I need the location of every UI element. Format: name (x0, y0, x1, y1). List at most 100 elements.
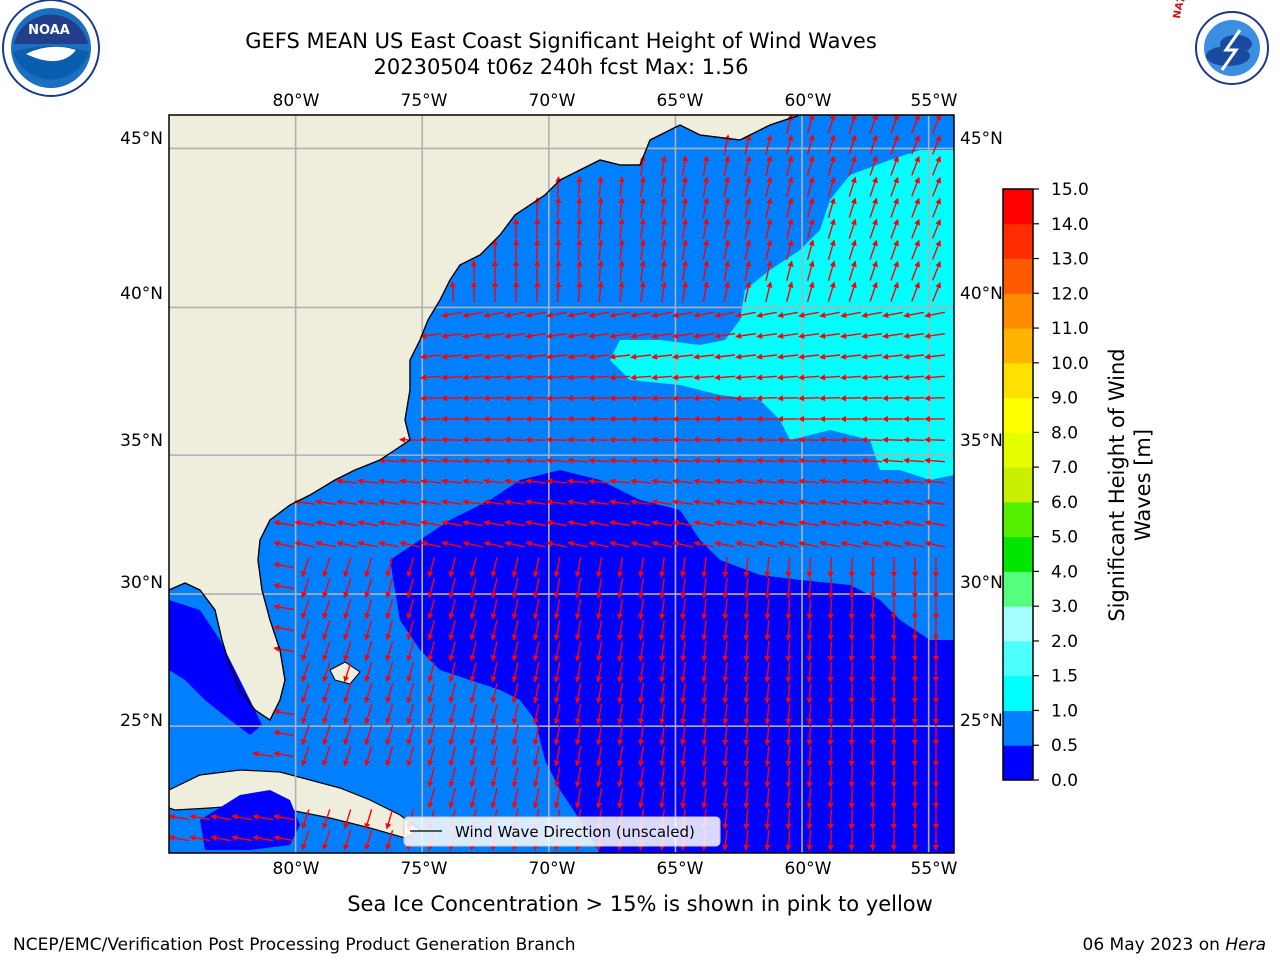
wind-wave-arrowhead (273, 519, 280, 526)
wind-wave-arrow (527, 480, 547, 484)
wind-wave-arrowhead (735, 374, 742, 381)
wind-wave-arrowhead (231, 814, 238, 820)
wind-wave-arrowhead (735, 395, 742, 402)
wind-wave-arrowhead (785, 613, 792, 620)
wind-wave-arrowhead (724, 281, 731, 288)
wind-wave-arrowhead (469, 781, 476, 788)
wind-wave-arrowhead (378, 457, 385, 464)
wind-wave-arrowhead (890, 676, 897, 683)
wind-wave-arrowhead (660, 260, 667, 267)
wind-wave-arrow (758, 396, 778, 400)
wind-wave-arrowhead (525, 353, 532, 360)
wind-wave-arrowhead (806, 781, 813, 788)
wind-wave-arrow (661, 766, 665, 786)
wind-wave-arrow (674, 396, 694, 400)
wind-wave-arrowhead (743, 781, 750, 788)
wind-wave-arrow (450, 557, 456, 575)
wind-wave-arrowhead (385, 717, 392, 725)
wind-wave-arrowhead (848, 802, 855, 809)
wind-wave-arrowhead (681, 218, 688, 225)
wind-wave-arrowhead (660, 218, 667, 225)
wind-wave-arrowhead (638, 592, 645, 599)
colorbar-segment (1003, 745, 1033, 781)
wind-wave-arrow (765, 221, 771, 239)
wind-wave-arrowhead (638, 697, 645, 704)
wind-wave-arrowhead (756, 457, 763, 464)
wind-wave-arrow (450, 641, 456, 659)
wind-wave-arrowhead (827, 802, 834, 809)
wind-wave-arrow (653, 375, 673, 379)
wind-wave-arrowhead (756, 416, 763, 423)
wind-wave-arrow (506, 438, 526, 442)
wind-wave-arrowhead (553, 781, 560, 788)
wind-wave-arrowhead (483, 519, 490, 526)
wind-wave-arrowhead (638, 676, 645, 683)
wind-wave-arrowhead (525, 540, 532, 547)
wind-wave-arrowhead (850, 115, 857, 121)
wind-wave-arrowhead (903, 312, 910, 319)
wind-wave-arrowhead (490, 655, 497, 662)
wind-wave-arrowhead (630, 540, 637, 547)
wind-wave-arrowhead (567, 332, 574, 339)
wind-wave-arrowhead (301, 612, 307, 620)
wind-wave-arrowhead (588, 353, 595, 360)
wind-wave-arrowhead (935, 115, 942, 121)
wind-wave-arrowhead (618, 260, 625, 267)
wind-wave-arrowhead (882, 395, 889, 402)
colorbar-tick-label: 2.0 (1051, 632, 1078, 652)
wind-wave-arrowhead (806, 655, 813, 662)
wind-wave-arrowhead (546, 540, 553, 547)
date-text: 06 May 2023 on Hera (1083, 935, 1267, 955)
wind-wave-arrowhead (420, 478, 427, 485)
wind-wave-arrowhead (893, 239, 899, 247)
wind-wave-arrowhead (827, 676, 834, 683)
noaa-logo-text: NOAA (28, 23, 70, 38)
wind-wave-arrowhead (935, 155, 942, 163)
wind-wave-arrowhead (766, 176, 773, 183)
wind-wave-arrow (786, 242, 792, 260)
wind-wave-arrowhead (806, 592, 813, 599)
wind-wave-arrow (323, 620, 331, 638)
wind-wave-arrowhead (869, 676, 876, 683)
wind-wave-arrowhead (609, 436, 616, 443)
lat-ticks-right: 45°N 40°N 35°N 30°N 25°N (960, 129, 1003, 731)
wind-wave-arrow (869, 242, 877, 260)
wind-wave-arrowhead (806, 613, 813, 620)
wind-wave-arrowhead (378, 519, 385, 526)
wind-wave-arrowhead (756, 374, 763, 381)
wind-wave-arrowhead (861, 332, 868, 339)
wind-wave-arrowhead (693, 353, 700, 360)
wind-wave-arrow (569, 375, 589, 379)
wind-wave-arrowhead (294, 519, 301, 526)
wind-wave-arrowhead (914, 197, 920, 205)
wind-wave-arrowhead (724, 197, 731, 204)
wind-wave-arrowhead (588, 436, 595, 443)
wind-wave-arrowhead (189, 814, 196, 820)
wind-wave-arrowhead (893, 115, 899, 121)
wind-wave-arrowhead (743, 718, 750, 725)
wind-wave-arrowhead (785, 718, 792, 725)
wind-wave-arrow (911, 200, 919, 218)
wind-wave-arrowhead (576, 239, 583, 246)
wind-wave-arrowhead (714, 353, 721, 360)
wind-wave-arrowhead (745, 239, 752, 246)
colorbar-segment (1003, 258, 1033, 294)
colorbar-label-line2: Waves [m] (1131, 429, 1155, 541)
wind-wave-arrowhead (553, 613, 560, 620)
wind-wave-arrowhead (301, 717, 307, 725)
wind-wave-arrow (765, 137, 771, 155)
wind-wave-arrowhead (427, 613, 434, 620)
wind-wave-arrow (827, 179, 835, 197)
wind-wave-arrow (703, 556, 707, 576)
wind-wave-arrowhead (672, 499, 679, 506)
wind-wave-arrowhead (617, 781, 623, 788)
wind-wave-arrowhead (596, 760, 602, 767)
wind-wave-arrowhead (420, 499, 427, 506)
wind-wave-arrowhead (651, 312, 658, 319)
wind-wave-arrowhead (933, 697, 940, 704)
lat-ticks-left: 45°N 40°N 35°N 30°N 25°N (120, 129, 163, 731)
wind-wave-arrowhead (890, 739, 897, 746)
wind-wave-arrowhead (745, 260, 752, 267)
lon-ticks-bottom: 80°W 75°W 70°W 65°W 60°W 55°W (273, 859, 958, 879)
wind-wave-arrow (827, 242, 835, 260)
